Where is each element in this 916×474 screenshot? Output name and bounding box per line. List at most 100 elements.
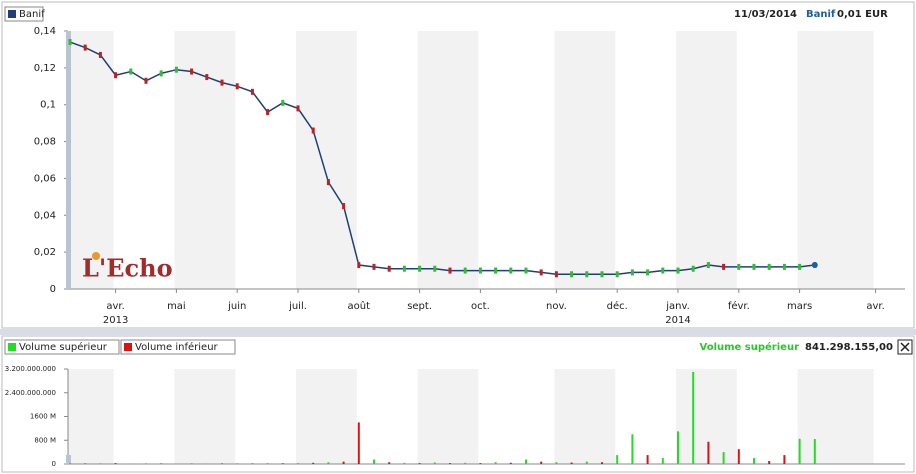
volume-bar	[555, 462, 558, 464]
splitter[interactable]	[0, 329, 916, 335]
legend-swatch	[8, 10, 16, 18]
legend-label: Banif	[19, 9, 45, 20]
month-band	[68, 31, 114, 289]
candle	[68, 39, 72, 46]
x-tick-label: juil.	[288, 301, 307, 312]
volume-bar	[433, 462, 436, 464]
candle	[418, 265, 422, 272]
volume-bar	[373, 459, 375, 464]
candle	[524, 267, 528, 274]
volume-bar	[114, 463, 117, 464]
x-year-label: 2013	[103, 315, 128, 326]
logo: L'Echo	[82, 254, 173, 283]
volume-header-value: 841.298.155,00	[805, 342, 893, 353]
volume-bar	[327, 462, 330, 464]
legend-box	[4, 339, 120, 355]
volume-bar	[585, 461, 588, 464]
y-tick-label: 800 M	[34, 436, 56, 444]
volume-bar	[464, 462, 467, 464]
volume-bar	[722, 452, 725, 464]
volume-bar	[798, 438, 801, 464]
candle	[433, 265, 437, 272]
last-price: 0,01 EUR	[837, 9, 888, 20]
plot-area	[67, 31, 905, 290]
month-band	[797, 31, 874, 289]
volume-bar	[357, 422, 360, 464]
candle	[722, 263, 726, 270]
legend-label: Volume supérieur	[19, 341, 108, 353]
candle	[281, 99, 285, 106]
volume-bar	[540, 461, 543, 464]
plot-area	[67, 369, 905, 465]
month-band	[174, 31, 236, 289]
candle	[554, 271, 558, 278]
candle	[570, 271, 574, 278]
volume-header-label: Volume supérieur	[700, 341, 800, 353]
legend-box	[120, 339, 236, 355]
candle	[661, 267, 665, 274]
month-band	[68, 369, 114, 464]
y-tick-label: 3.200.000.000	[5, 365, 56, 373]
x-year-label: 2014	[665, 315, 690, 326]
candle	[798, 263, 802, 270]
volume-bar	[342, 461, 345, 464]
volume-bar	[768, 461, 771, 464]
candle	[402, 265, 406, 272]
y-tick-label: 0,06	[34, 173, 56, 184]
candle	[190, 68, 194, 75]
candle	[387, 265, 391, 272]
legend-swatch	[124, 343, 132, 351]
candle	[630, 269, 634, 276]
x-tick-label: juin	[227, 301, 246, 312]
candle	[752, 263, 756, 270]
x-tick-label: janv.	[665, 301, 690, 312]
legend-swatch	[8, 343, 16, 351]
volume-bar	[677, 431, 679, 464]
volume-panel	[1, 335, 915, 473]
volume-bar	[205, 463, 208, 464]
symbol: Banif	[806, 9, 836, 20]
x-tick-label: nov.	[546, 301, 567, 312]
y-tick-label: 0	[52, 460, 56, 468]
month-band	[417, 369, 479, 464]
volume-bar	[266, 463, 269, 464]
volume-bar	[297, 463, 299, 464]
month-band	[797, 369, 874, 464]
candle	[585, 271, 589, 278]
x-tick-label: avr.	[106, 301, 124, 312]
price-line	[69, 41, 815, 276]
x-tick-label: avr.	[866, 301, 884, 312]
candle	[205, 74, 209, 81]
last-point	[811, 262, 818, 269]
volume-scrollbar	[66, 455, 71, 464]
volume-bar	[145, 463, 147, 464]
volume-bar	[403, 462, 406, 464]
month-band	[296, 369, 357, 464]
volume-bar	[129, 463, 132, 464]
volume-bar	[509, 462, 512, 464]
price-scrollbar	[66, 31, 71, 289]
y-tick-label: 0,12	[34, 63, 56, 74]
x-tick-label: févr.	[728, 300, 750, 312]
candle	[174, 66, 178, 73]
volume-bar	[449, 463, 451, 464]
x-tick-label: mars	[787, 301, 812, 312]
y-tick-label: 0,08	[34, 137, 56, 148]
date: 11/03/2014	[734, 9, 797, 20]
volume-bar	[753, 458, 755, 464]
volume-bar	[281, 463, 284, 464]
y-tick-label: 0	[50, 284, 56, 295]
candle	[448, 267, 452, 274]
candle	[250, 88, 254, 95]
candle	[646, 269, 650, 276]
candle	[706, 262, 710, 269]
y-tick-label: 0,04	[34, 210, 56, 221]
candle	[676, 267, 680, 274]
y-tick-label: 0,1	[40, 100, 56, 111]
candle	[539, 269, 543, 276]
volume-bar	[707, 441, 710, 464]
x-tick-label: sept.	[407, 301, 432, 312]
candle	[266, 109, 270, 116]
month-band	[296, 31, 357, 289]
volume-bar	[418, 463, 421, 464]
